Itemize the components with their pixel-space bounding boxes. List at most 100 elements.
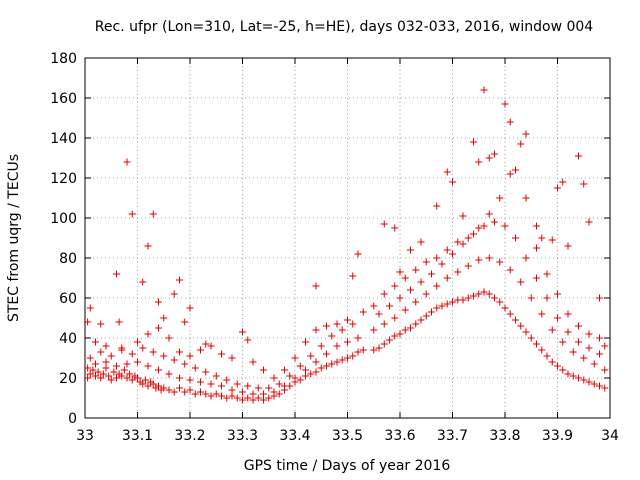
- x-tick-label: 33.6: [384, 428, 415, 444]
- data-point: [433, 202, 441, 210]
- data-point: [470, 292, 477, 300]
- data-point: [527, 334, 535, 342]
- data-point: [485, 210, 493, 218]
- data-point: [223, 376, 231, 384]
- data-point: [548, 358, 556, 366]
- data-point: [312, 358, 320, 366]
- data-point: [596, 382, 603, 390]
- data-point: [569, 372, 577, 380]
- data-point: [218, 392, 225, 400]
- data-point: [554, 290, 561, 298]
- data-point: [517, 278, 525, 286]
- data-point: [506, 170, 514, 178]
- data-point: [370, 302, 378, 310]
- data-point: [533, 244, 540, 252]
- data-point: [197, 346, 204, 354]
- data-point: [359, 346, 367, 354]
- data-point: [396, 330, 404, 338]
- data-point: [485, 254, 493, 262]
- data-point: [407, 324, 414, 332]
- data-point: [417, 238, 425, 246]
- y-tick-label: 40: [59, 331, 77, 347]
- data-point: [181, 388, 189, 396]
- data-point: [176, 348, 183, 356]
- data-point: [170, 388, 178, 396]
- data-point: [522, 194, 530, 202]
- data-point: [443, 274, 451, 282]
- data-point: [569, 348, 577, 356]
- data-point: [533, 222, 540, 230]
- data-point: [176, 384, 183, 392]
- data-point: [170, 290, 178, 298]
- data-point: [554, 362, 561, 370]
- data-point: [84, 364, 92, 372]
- data-point: [480, 86, 488, 94]
- data-point: [428, 308, 435, 316]
- y-tick-label: 160: [50, 91, 77, 107]
- data-point: [328, 360, 336, 368]
- data-point: [244, 382, 252, 390]
- data-point: [391, 314, 399, 322]
- data-point: [443, 168, 451, 176]
- data-point: [496, 194, 504, 202]
- data-point: [302, 366, 309, 374]
- data-point: [459, 296, 467, 304]
- data-point: [105, 372, 113, 380]
- data-point: [449, 250, 456, 258]
- data-point: [464, 234, 472, 242]
- y-tick-label: 120: [50, 171, 77, 187]
- data-point: [302, 372, 309, 380]
- data-point: [333, 342, 341, 350]
- data-point: [186, 352, 194, 360]
- data-point: [506, 118, 514, 126]
- data-point: [186, 386, 194, 394]
- data-point: [218, 350, 225, 358]
- data-point: [328, 332, 336, 340]
- data-point: [596, 294, 603, 302]
- data-point: [207, 342, 215, 350]
- data-point: [338, 326, 346, 334]
- data-point: [349, 352, 357, 360]
- data-point: [517, 322, 525, 330]
- data-point: [84, 374, 92, 382]
- data-point: [538, 310, 546, 318]
- data-point: [491, 294, 498, 302]
- y-tick-label: 20: [59, 371, 77, 387]
- data-point: [475, 256, 483, 264]
- data-point: [438, 302, 446, 310]
- data-point: [501, 304, 509, 312]
- data-point: [110, 368, 118, 376]
- data-point: [496, 298, 504, 306]
- data-point: [464, 262, 472, 270]
- data-point: [491, 218, 498, 226]
- x-tick-label: 33.7: [437, 428, 468, 444]
- data-point: [223, 394, 231, 402]
- data-point: [449, 178, 456, 186]
- data-point: [485, 290, 493, 298]
- data-point: [115, 318, 123, 326]
- data-point: [443, 300, 451, 308]
- data-point: [281, 366, 288, 374]
- data-point: [92, 372, 99, 380]
- data-point: [249, 390, 257, 398]
- data-point: [323, 350, 330, 358]
- y-tick-label: 180: [50, 51, 77, 67]
- data-point: [396, 268, 404, 276]
- data-point: [155, 366, 162, 374]
- data-point: [564, 242, 572, 250]
- data-point: [86, 304, 94, 312]
- data-point: [575, 338, 582, 346]
- data-point: [113, 374, 120, 382]
- data-point: [126, 370, 134, 378]
- data-point: [312, 368, 320, 376]
- data-point: [186, 304, 194, 312]
- data-point: [375, 310, 383, 318]
- data-point: [422, 290, 430, 298]
- data-point: [512, 316, 519, 324]
- data-point: [359, 308, 367, 316]
- data-point: [333, 320, 341, 328]
- data-point: [296, 362, 304, 370]
- data-point: [165, 334, 173, 342]
- data-point: [370, 346, 378, 354]
